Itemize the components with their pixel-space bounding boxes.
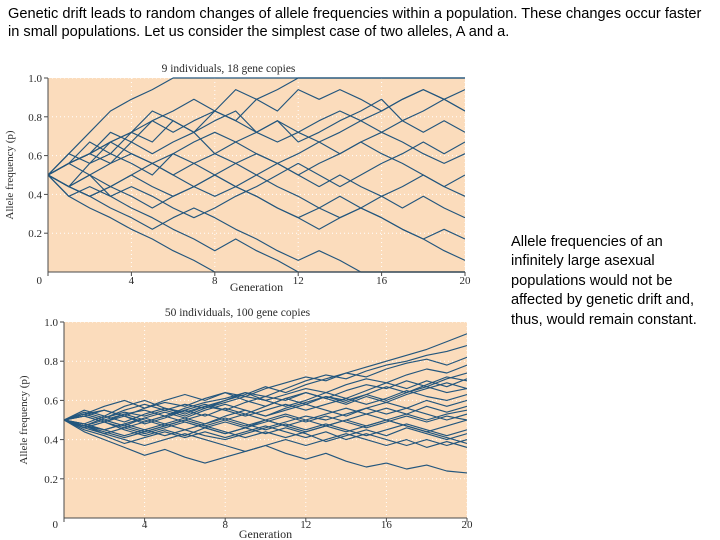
- x-tick-label: 4: [142, 519, 148, 531]
- series-line-9: [64, 399, 467, 431]
- series-group: [48, 77, 465, 273]
- series-line-18: [64, 419, 467, 474]
- x-axis-label: Generation: [230, 280, 283, 294]
- y-tick-label: 0.8: [28, 112, 42, 124]
- x-tick-label: 16: [381, 519, 393, 531]
- y-tick-label: 0.2: [28, 228, 42, 240]
- y-tick-label: 1.0: [28, 73, 42, 85]
- x-tick-label: 0: [53, 519, 59, 531]
- y-tick-label: 0.4: [28, 189, 42, 201]
- genetic-drift-chart-small-population: 0.2 0.4 0.6 0.8 1.0 0 4 8 12 16 20 9 individuals, 1…: [4, 63, 472, 294]
- y-axis-label: Allele frequency (p): [18, 375, 30, 465]
- x-tick-label: 12: [300, 519, 311, 531]
- series-line-22: [64, 419, 467, 445]
- y-tick-label: 0.6: [44, 395, 58, 407]
- y-axis-label: Allele frequency (p): [4, 130, 16, 220]
- series-line-13: [48, 141, 465, 230]
- side-note-text: Allele frequencies of an infinitely larg…: [511, 234, 697, 328]
- x-tick-label: 8: [222, 519, 228, 531]
- series-line-14: [48, 141, 465, 209]
- x-tick-label: 20: [460, 275, 472, 287]
- series-line-21: [64, 378, 467, 421]
- series-line-8: [64, 390, 467, 423]
- y-tick-label: 0.2: [44, 474, 58, 486]
- genetic-drift-chart-large-population: 0.2 0.4 0.6 0.8 1.0 0 4 8 12 16 20 50 individuals, …: [18, 307, 474, 540]
- series-line-19: [64, 382, 467, 421]
- series-line-14: [64, 417, 467, 437]
- intro-text: Genetic drift leads to random changes of…: [8, 6, 702, 40]
- x-tick-label: 12: [293, 275, 304, 287]
- y-tick-label: 0.6: [28, 151, 42, 163]
- series-line-15: [64, 419, 467, 443]
- series-line-3: [64, 356, 467, 427]
- x-tick-label: 16: [376, 275, 388, 287]
- series-line-20: [64, 407, 467, 441]
- x-tick-label: 4: [129, 275, 135, 287]
- chart-title: 50 individuals, 100 gene copies: [165, 307, 311, 319]
- chart-title: 9 individuals, 18 gene copies: [162, 63, 296, 75]
- series-group: [64, 333, 467, 474]
- series-line-16: [48, 98, 465, 176]
- x-tick-label: 20: [462, 519, 474, 531]
- x-tick-label: 8: [212, 275, 218, 287]
- y-tick-label: 1.0: [44, 317, 58, 329]
- y-tick-label: 0.8: [44, 356, 58, 368]
- x-tick-label: 0: [37, 275, 43, 287]
- series-line-5: [64, 372, 467, 425]
- series-line-12: [48, 141, 465, 219]
- x-axis-label: Generation: [239, 527, 292, 540]
- y-tick-label: 0.4: [44, 435, 58, 447]
